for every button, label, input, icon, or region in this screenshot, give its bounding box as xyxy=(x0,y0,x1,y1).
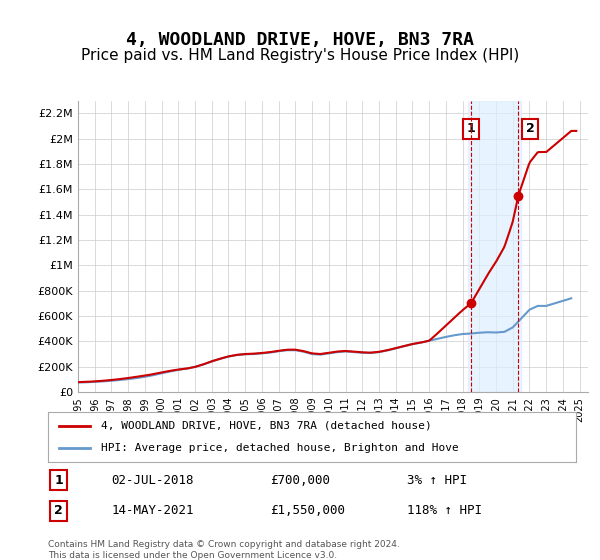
Text: 2: 2 xyxy=(526,123,535,136)
Text: 3% ↑ HPI: 3% ↑ HPI xyxy=(407,474,467,487)
Bar xyxy=(467,101,521,392)
Text: 4, WOODLAND DRIVE, HOVE, BN3 7RA (detached house): 4, WOODLAND DRIVE, HOVE, BN3 7RA (detach… xyxy=(101,421,431,431)
Text: 14-MAY-2021: 14-MAY-2021 xyxy=(112,505,194,517)
Text: £1,550,000: £1,550,000 xyxy=(270,505,345,517)
Text: 118% ↑ HPI: 118% ↑ HPI xyxy=(407,505,482,517)
Text: 1: 1 xyxy=(467,123,475,136)
Text: HPI: Average price, detached house, Brighton and Hove: HPI: Average price, detached house, Brig… xyxy=(101,443,458,453)
Text: £700,000: £700,000 xyxy=(270,474,330,487)
Text: 1: 1 xyxy=(54,474,63,487)
Text: 4, WOODLAND DRIVE, HOVE, BN3 7RA: 4, WOODLAND DRIVE, HOVE, BN3 7RA xyxy=(126,31,474,49)
Text: 2: 2 xyxy=(54,505,63,517)
Text: Contains HM Land Registry data © Crown copyright and database right 2024.
This d: Contains HM Land Registry data © Crown c… xyxy=(48,540,400,560)
Text: 02-JUL-2018: 02-JUL-2018 xyxy=(112,474,194,487)
Text: Price paid vs. HM Land Registry's House Price Index (HPI): Price paid vs. HM Land Registry's House … xyxy=(81,48,519,63)
